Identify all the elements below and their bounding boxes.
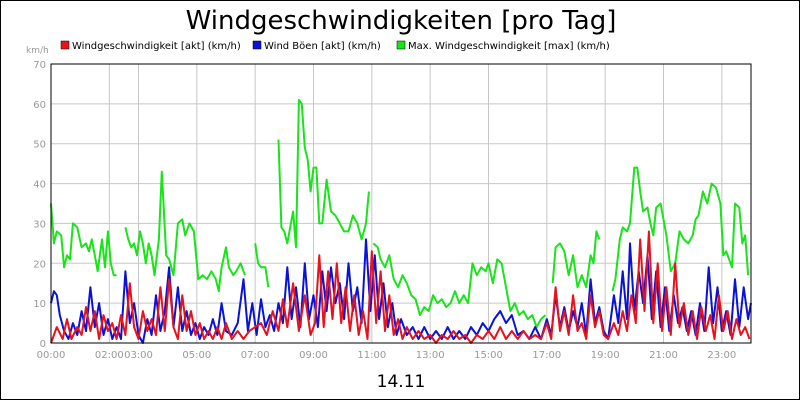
legend-swatch-akt: [60, 40, 70, 50]
x-tick-label: 19:00: [591, 350, 620, 361]
legend-swatch-max: [396, 40, 406, 50]
y-tick-label: 0: [40, 339, 46, 350]
x-tick-label: 13:00: [416, 350, 445, 361]
legend: Windgeschwindigkeit [akt] (km/h) Wind Bö…: [60, 40, 610, 52]
x-tick-label: 07:00: [241, 350, 270, 361]
y-tick-label: 60: [33, 100, 46, 111]
legend-swatch-boeen: [252, 40, 262, 50]
x-tick-labels: 00:00 02:00 03:00 05:00 07:00 09:00 11:00 13:00…: [37, 350, 737, 361]
x-tick-label: 15:00: [474, 350, 503, 361]
x-tick-label: 09:00: [299, 350, 328, 361]
legend-label-max: Max. Windgeschwindigkeit [max] (km/h): [408, 41, 610, 52]
y-tick-labels: 0 10 20 30 40 50 60 70: [33, 60, 46, 350]
plot-border: [50, 63, 752, 344]
y-tick-label: 70: [33, 60, 46, 71]
series-line-2: [50, 98, 750, 329]
series-line-0: [50, 230, 751, 344]
x-tick-label: 02:00: [95, 350, 124, 361]
y-tick-label: 40: [33, 180, 46, 191]
y-axis-unit: km/h: [26, 46, 49, 56]
y-tick-label: 30: [33, 219, 46, 230]
x-tick-label: 21:00: [649, 350, 678, 361]
y-tick-label: 50: [33, 140, 46, 151]
x-tick-label: 11:00: [357, 350, 386, 361]
x-tick-label: 00:00: [37, 350, 66, 361]
legend-label-boeen: Wind Böen [akt] (km/h): [264, 41, 381, 52]
legend-label-akt: Windgeschwindigkeit [akt] (km/h): [72, 41, 241, 52]
date-label: 14.11: [377, 372, 426, 392]
x-tick-label: 05:00: [182, 350, 211, 361]
series-line-1: [50, 238, 752, 344]
y-tick-label: 10: [33, 299, 46, 310]
y-tick-label: 20: [33, 259, 46, 270]
x-tick-label: 17:00: [532, 350, 561, 361]
x-tick-label: 03:00: [124, 350, 153, 361]
chart-title: Windgeschwindigkeiten [pro Tag]: [186, 6, 617, 36]
series-layer: [50, 98, 752, 344]
x-tick-label: 23:00: [707, 350, 736, 361]
